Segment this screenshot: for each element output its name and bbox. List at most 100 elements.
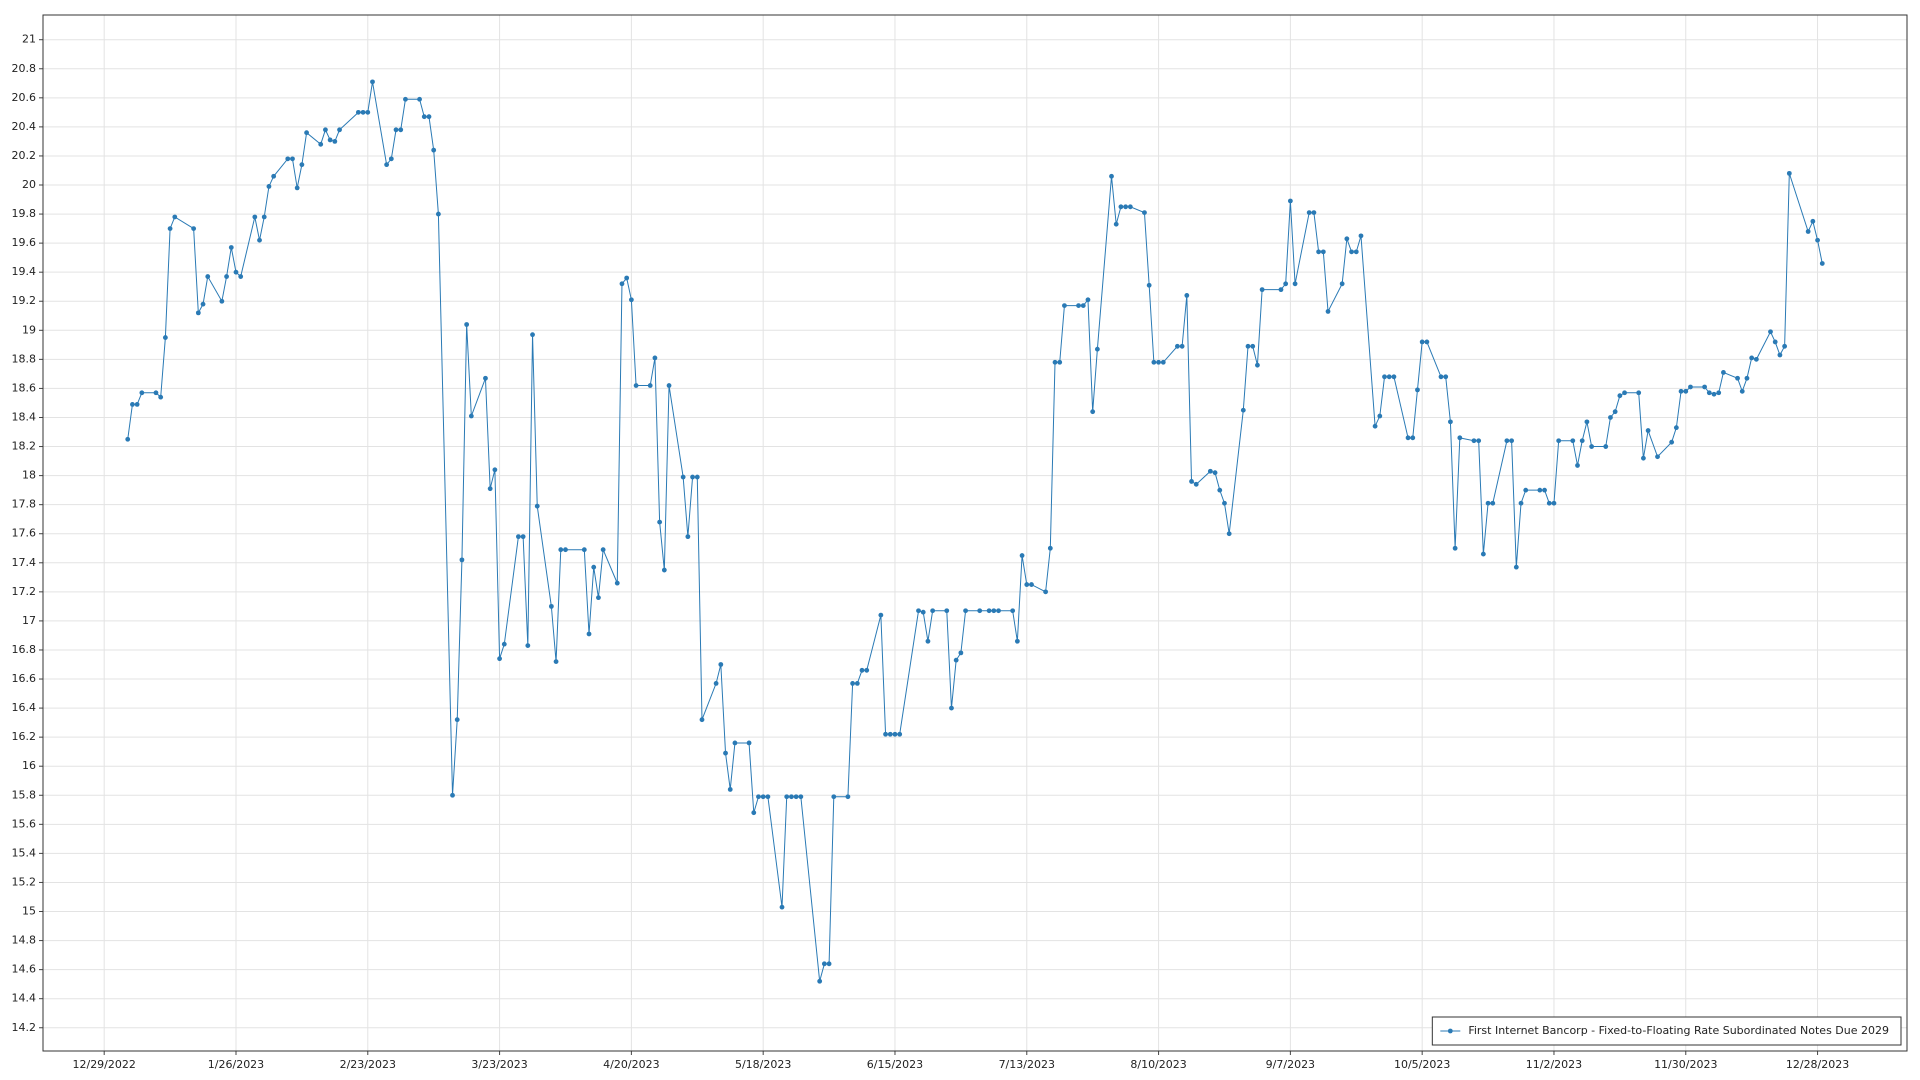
- data-point: [1283, 281, 1289, 287]
- data-point: [426, 114, 432, 120]
- y-tick-label: 17.2: [12, 585, 37, 598]
- data-point: [294, 185, 300, 191]
- data-point: [685, 534, 691, 540]
- legend-label: First Internet Bancorp - Fixed-to-Floati…: [1468, 1024, 1889, 1037]
- data-point: [1490, 500, 1496, 506]
- x-tick-label: 2/23/2023: [340, 1058, 396, 1071]
- y-tick-label: 15.2: [12, 875, 37, 888]
- y-tick-label: 14.6: [12, 963, 37, 976]
- data-point: [864, 667, 870, 673]
- data-point: [1518, 500, 1524, 506]
- data-point: [887, 731, 893, 737]
- data-point: [337, 127, 342, 133]
- data-point: [1405, 435, 1411, 441]
- data-point: [1057, 359, 1063, 365]
- data-point: [125, 436, 131, 442]
- data-point: [694, 474, 700, 480]
- data-point: [1805, 229, 1811, 234]
- y-tick-label: 18.8: [12, 352, 37, 365]
- y-tick-label: 16.8: [12, 643, 37, 656]
- data-point: [1669, 439, 1675, 445]
- data-point: [167, 226, 173, 231]
- x-tick-label: 3/23/2023: [471, 1058, 527, 1071]
- data-point: [459, 557, 465, 563]
- legend-box: [1431, 1016, 1902, 1046]
- data-point: [652, 355, 658, 361]
- data-point: [158, 394, 164, 400]
- data-point: [1372, 423, 1378, 429]
- data-point: [1782, 343, 1788, 349]
- data-point: [850, 680, 856, 686]
- data-point: [949, 705, 954, 711]
- y-tick-label: 19.8: [12, 207, 37, 220]
- data-point: [1142, 210, 1147, 216]
- data-point: [963, 608, 968, 614]
- data-point: [661, 567, 667, 573]
- data-point: [1645, 428, 1651, 433]
- data-point: [1575, 463, 1580, 468]
- data-point: [1311, 210, 1317, 216]
- data-point: [925, 638, 931, 644]
- y-tick-label: 20: [22, 178, 36, 191]
- y-tick-label: 17.4: [12, 556, 37, 569]
- data-point: [1123, 204, 1129, 210]
- data-point: [492, 467, 498, 473]
- y-tick-label: 19: [22, 323, 36, 336]
- data-point: [789, 794, 794, 800]
- data-point: [859, 667, 865, 673]
- data-point: [779, 904, 785, 910]
- data-point: [1259, 287, 1265, 293]
- y-tick-label: 21: [22, 33, 36, 46]
- data-point: [1010, 608, 1016, 614]
- data-point: [1349, 249, 1354, 255]
- data-point: [723, 750, 728, 756]
- x-tick-label: 7/13/2023: [999, 1058, 1055, 1071]
- data-point: [1090, 409, 1096, 415]
- data-point: [1443, 374, 1449, 380]
- data-point: [760, 794, 766, 800]
- data-point: [1306, 210, 1312, 216]
- data-point: [1641, 455, 1646, 461]
- data-point: [1245, 343, 1251, 349]
- data-point: [1127, 204, 1133, 210]
- data-point: [930, 608, 936, 614]
- data-point: [1410, 435, 1416, 441]
- data-point: [1617, 393, 1623, 399]
- data-point: [1786, 170, 1792, 176]
- data-point: [1415, 387, 1420, 393]
- data-point: [718, 662, 724, 667]
- data-point: [1678, 388, 1684, 394]
- x-tick-label: 4/20/2023: [603, 1058, 659, 1071]
- data-point: [986, 608, 992, 614]
- data-point: [765, 794, 771, 800]
- x-tick-label: 1/26/2023: [208, 1058, 264, 1071]
- data-point: [727, 787, 733, 792]
- data-point: [826, 961, 832, 967]
- data-point: [1546, 500, 1552, 506]
- data-point: [191, 226, 197, 231]
- data-point: [1080, 303, 1086, 309]
- data-point: [1636, 390, 1642, 396]
- data-point: [977, 608, 983, 614]
- data-point: [1815, 237, 1820, 243]
- data-point: [153, 390, 159, 396]
- data-point: [1504, 438, 1510, 444]
- data-point: [1688, 384, 1693, 390]
- y-tick-label: 20.4: [12, 120, 37, 133]
- data-point: [1113, 221, 1119, 227]
- data-point: [1702, 384, 1707, 390]
- data-point: [878, 612, 884, 618]
- y-tick-label: 17.6: [12, 527, 37, 540]
- data-point: [1047, 545, 1053, 551]
- data-point: [713, 680, 719, 686]
- data-point: [323, 127, 328, 133]
- data-point: [483, 375, 488, 381]
- data-point: [257, 237, 262, 243]
- data-point: [558, 547, 564, 553]
- data-point: [1721, 370, 1726, 375]
- data-point: [530, 332, 535, 338]
- y-tick-label: 17.8: [12, 498, 37, 511]
- data-point: [657, 519, 663, 525]
- data-point: [821, 961, 827, 967]
- y-tick-label: 19.2: [12, 294, 37, 307]
